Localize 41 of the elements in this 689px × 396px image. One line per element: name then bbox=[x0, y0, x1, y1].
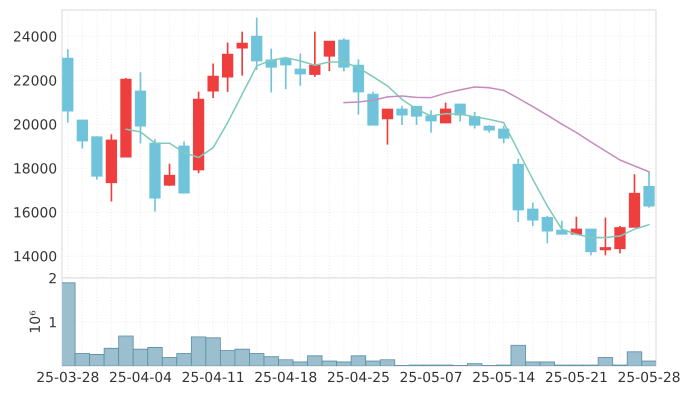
candlestick bbox=[396, 105, 408, 126]
candlestick bbox=[280, 56, 292, 90]
candlestick bbox=[324, 40, 335, 72]
y-tick-label: 20000 bbox=[14, 119, 56, 130]
y-axis-title: 10⁶ bbox=[30, 310, 40, 332]
candlestick bbox=[542, 215, 553, 244]
x-tick-label: 25-04-04 bbox=[110, 372, 172, 382]
candlestick bbox=[76, 119, 88, 150]
x-tick-label: 25-04-11 bbox=[182, 372, 244, 382]
candlestick bbox=[585, 228, 597, 256]
x-tick-label: 25-05-21 bbox=[546, 372, 607, 382]
candlestick bbox=[309, 30, 320, 78]
candlestick bbox=[294, 52, 306, 87]
candlestick bbox=[382, 108, 394, 146]
y-tick-label: 14000 bbox=[14, 250, 56, 262]
y-tick-label: 1 bbox=[50, 317, 56, 328]
x-tick-label: 25-05-28 bbox=[618, 372, 680, 382]
candlestick bbox=[600, 216, 612, 256]
candlestick bbox=[454, 103, 466, 122]
candlestick bbox=[527, 202, 538, 227]
y-tick-label: 16000 bbox=[14, 207, 56, 218]
candlestick bbox=[207, 62, 219, 99]
candlestick bbox=[498, 125, 510, 144]
x-tick-label: 25-04-18 bbox=[255, 372, 316, 382]
candlestick bbox=[222, 42, 234, 93]
candlestick bbox=[469, 111, 480, 130]
candlestick bbox=[440, 102, 452, 124]
y-tick-label: 22000 bbox=[14, 75, 56, 86]
x-tick-label: 25-05-07 bbox=[400, 372, 462, 382]
candlestick bbox=[164, 162, 176, 187]
x-tick-label: 25-05-14 bbox=[473, 372, 534, 382]
candlestick bbox=[614, 225, 626, 254]
x-tick-label: 25-04-25 bbox=[328, 372, 389, 382]
y-tick-label: 18000 bbox=[14, 163, 56, 174]
line-series bbox=[343, 86, 650, 173]
y-tick-label: 2 bbox=[49, 272, 56, 284]
candlestick bbox=[643, 171, 655, 209]
candlestick bbox=[236, 30, 248, 76]
candlestick bbox=[425, 109, 437, 134]
y-tick-label: 24000 bbox=[14, 31, 56, 42]
x-tick-label: 25-03-28 bbox=[37, 372, 98, 382]
